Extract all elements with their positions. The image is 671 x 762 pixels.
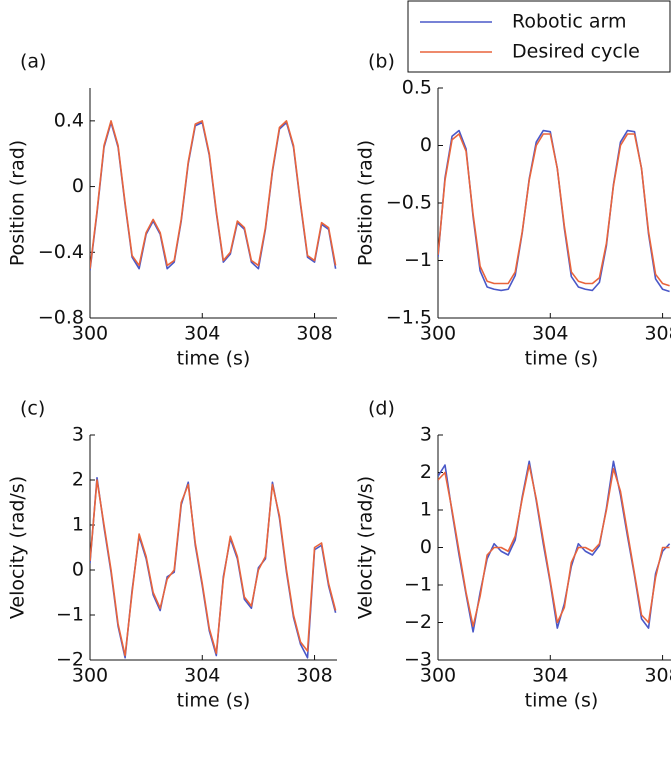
x-tick-label: 304 [184,665,220,687]
series-line [90,476,337,659]
x-tick-label: 308 [296,323,332,345]
x-tick-label: 304 [184,323,220,345]
x-tick-label: 300 [420,665,456,687]
y-tick-label: 0 [72,559,84,581]
y-tick-label: 2 [72,469,84,491]
y-tick-label: 0.4 [54,109,84,131]
panel-label: (c) [20,398,45,420]
y-tick-label: 1 [420,499,432,521]
series-line [438,464,670,628]
x-tick-label: 300 [72,323,108,345]
x-axis-label: time (s) [177,690,251,712]
panel-label: (d) [368,398,395,420]
legend-box [407,0,671,73]
x-axis-label: time (s) [525,348,599,370]
plot-area [90,120,337,271]
y-tick-label: −1 [404,249,432,271]
x-tick-label: 300 [420,323,456,345]
x-tick-label: 304 [532,323,568,345]
panel-label: (b) [368,51,395,73]
series-line [90,120,337,269]
y-tick-label: −0.5 [386,192,432,214]
x-tick-label: 308 [644,665,671,687]
legend-label: Desired cycle [512,41,640,63]
plot-area [90,476,337,659]
y-axis-label: Velocity (rad/s) [355,476,377,619]
y-tick-label: −2 [56,649,84,671]
legend-label: Robotic arm [512,11,627,33]
x-tick-label: 308 [296,665,332,687]
y-axis-label: Position (rad) [355,140,377,266]
y-tick-label: 0.5 [402,77,432,99]
y-tick-label: 2 [420,461,432,483]
x-tick-label: 308 [644,323,671,345]
series-line [438,133,670,287]
series-line [90,479,337,657]
plot-area [438,460,671,633]
series-line [90,121,337,271]
y-axis-label: Velocity (rad/s) [7,476,29,619]
y-tick-label: 0 [420,536,432,558]
y-tick-label: −2 [404,611,432,633]
y-tick-label: 0 [420,134,432,156]
y-tick-label: 1 [72,514,84,536]
y-tick-label: −0.8 [38,307,84,329]
y-tick-label: −1 [404,574,432,596]
x-tick-label: 304 [532,665,568,687]
x-tick-label: 300 [72,665,108,687]
panel-label: (a) [20,51,46,73]
plot-area [438,129,670,293]
y-tick-label: −1 [56,604,84,626]
x-axis-label: time (s) [525,690,599,712]
y-tick-label: 0 [72,175,84,197]
y-tick-label: −3 [404,649,432,671]
y-tick-label: 3 [420,424,432,446]
y-tick-label: 3 [72,424,84,446]
x-axis-label: time (s) [177,348,251,370]
y-tick-label: −1.5 [386,307,432,329]
y-tick-label: −0.4 [38,241,84,263]
y-axis-label: Position (rad) [7,140,29,266]
